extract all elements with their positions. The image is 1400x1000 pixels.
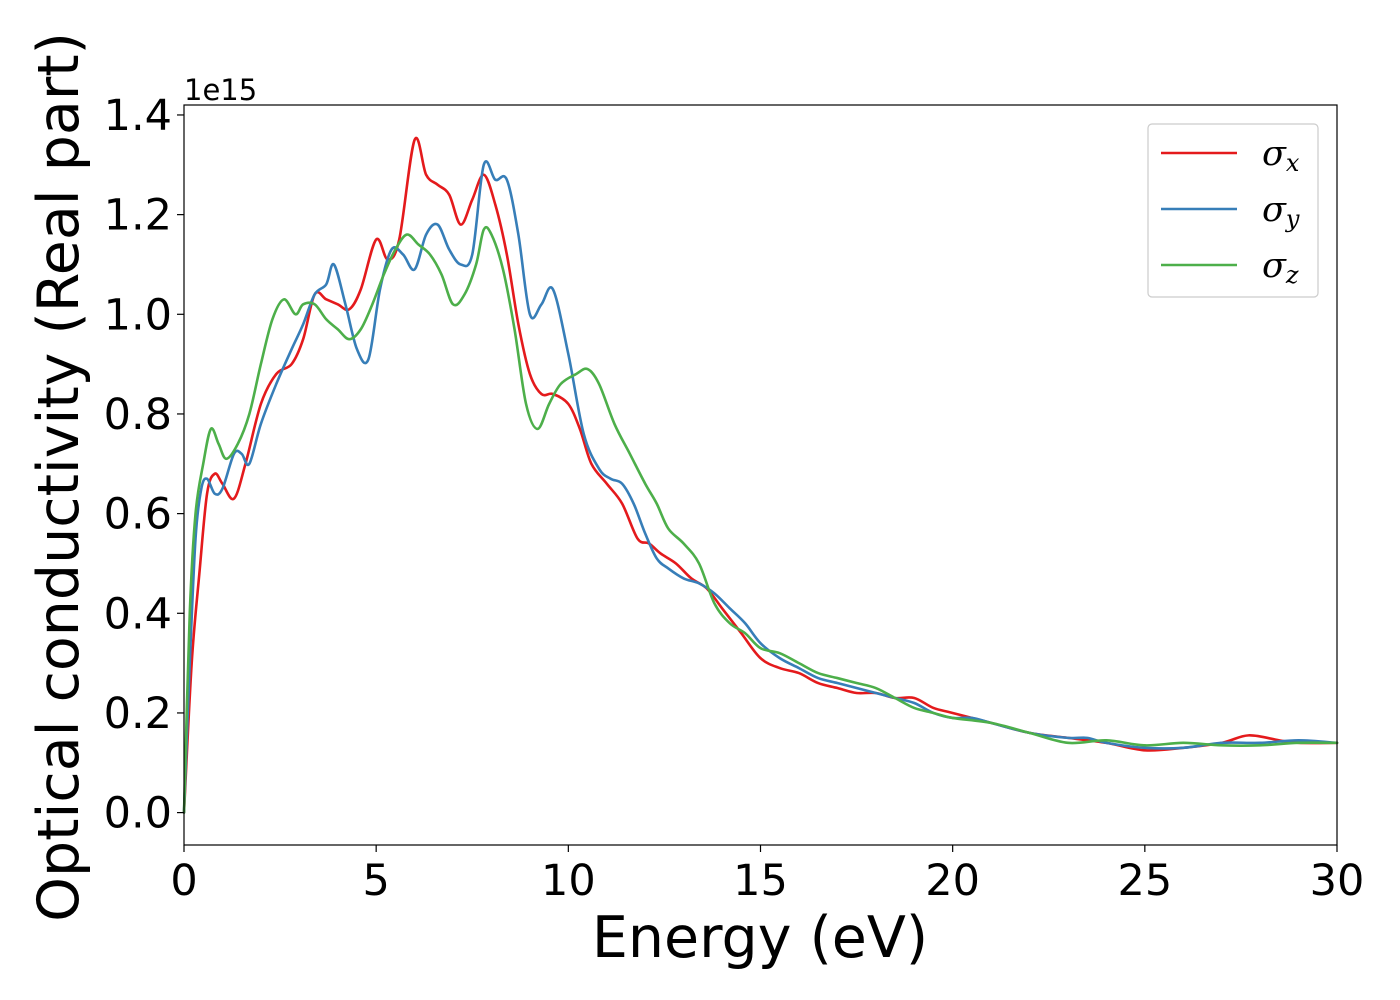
y-offset-label: 1e15 [184,73,257,107]
x-tick-label: 15 [733,856,788,906]
legend-label-x: σx [1262,134,1300,177]
y-axis: 0.0 0.2 0.4 0.6 0.8 1.0 1.2 1.4 [104,91,184,839]
legend-label-y: σy [1262,190,1300,233]
legend-box [1147,123,1319,298]
y-tick-label: 1.0 [104,290,172,340]
x-tick-label: 25 [1117,856,1172,906]
legend-label-z: σz [1262,246,1299,289]
series-line-z [182,225,1339,814]
y-tick-label: 0.0 [104,789,172,839]
legend: σx σy σz [1147,123,1319,298]
x-axis: 0 5 10 15 20 25 30 [170,845,1364,906]
y-tick-label: 0.4 [104,589,172,639]
y-tick-label: 0.8 [104,390,172,440]
x-tick-label: 30 [1310,856,1365,906]
x-tick-label: 10 [541,856,596,906]
x-tick-label: 5 [362,856,389,906]
series-layer [182,136,1339,814]
x-axis-label: Energy (eV) [592,905,928,971]
y-tick-label: 1.4 [104,91,172,141]
y-tick-label: 0.6 [104,490,172,540]
series-line-x [182,136,1339,814]
x-tick-label: 20 [925,856,980,906]
y-axis-label: Optical conductivity (Real part) [26,32,92,922]
y-tick-label: 1.2 [104,191,172,241]
y-tick-label: 0.2 [104,689,172,739]
x-tick-label: 0 [170,856,197,906]
